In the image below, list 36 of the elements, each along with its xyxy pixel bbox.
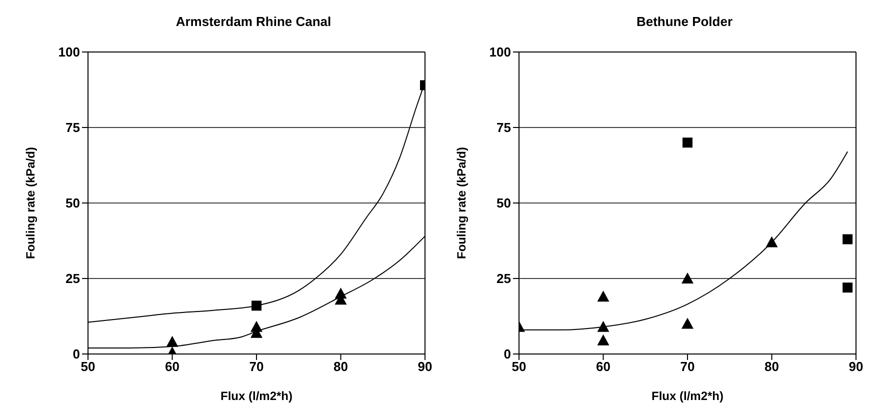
x-tick-label: 70 <box>680 359 695 374</box>
y-axis-title: Fouling rate (kPa/d) <box>23 146 38 260</box>
x-tick-label: 80 <box>764 359 779 374</box>
x-tick-label: 80 <box>334 359 348 374</box>
x-tick-label: 90 <box>418 359 432 374</box>
y-tick-label: 0 <box>72 346 80 362</box>
x-tick-label: 50 <box>512 359 526 374</box>
x-tick-label: 90 <box>848 359 864 374</box>
y-tick-label: 75 <box>496 120 511 136</box>
x-tick-label: 60 <box>165 359 180 374</box>
x-tick-label: 70 <box>249 359 264 374</box>
point <box>842 282 853 293</box>
point <box>842 234 853 244</box>
y-tick-label: 25 <box>496 271 511 286</box>
y-tick-label: 100 <box>58 44 80 60</box>
y-axis-title: Fouling rate (kPa/d) <box>454 146 468 260</box>
y-tick-label: 50 <box>66 196 80 211</box>
chart-title: Bethune Polder <box>635 13 734 31</box>
y-tick-label: 100 <box>489 44 511 60</box>
point <box>682 272 694 284</box>
point <box>766 236 778 248</box>
point <box>682 318 694 329</box>
x-tick-label: 60 <box>596 359 610 374</box>
y-tick-label: 50 <box>496 196 511 211</box>
point <box>597 290 610 302</box>
y-tick-label: 75 <box>66 120 80 136</box>
point <box>597 320 610 332</box>
point <box>166 336 178 347</box>
x-tick-label: 50 <box>80 359 96 374</box>
x-axis-title: Flux (l/m2*h) <box>220 389 293 403</box>
point <box>682 138 692 148</box>
y-tick-label: 0 <box>504 346 511 362</box>
x-axis-title: Flux (l/m2*h) <box>651 389 724 403</box>
chart-title: Armsterdam Rhine Canal <box>174 13 332 31</box>
point <box>597 334 610 346</box>
y-tick-label: 25 <box>66 271 80 286</box>
